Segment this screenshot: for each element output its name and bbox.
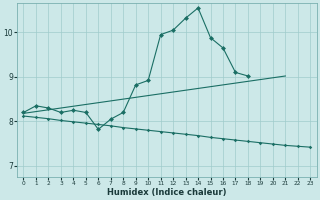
X-axis label: Humidex (Indice chaleur): Humidex (Indice chaleur) [107,188,227,197]
